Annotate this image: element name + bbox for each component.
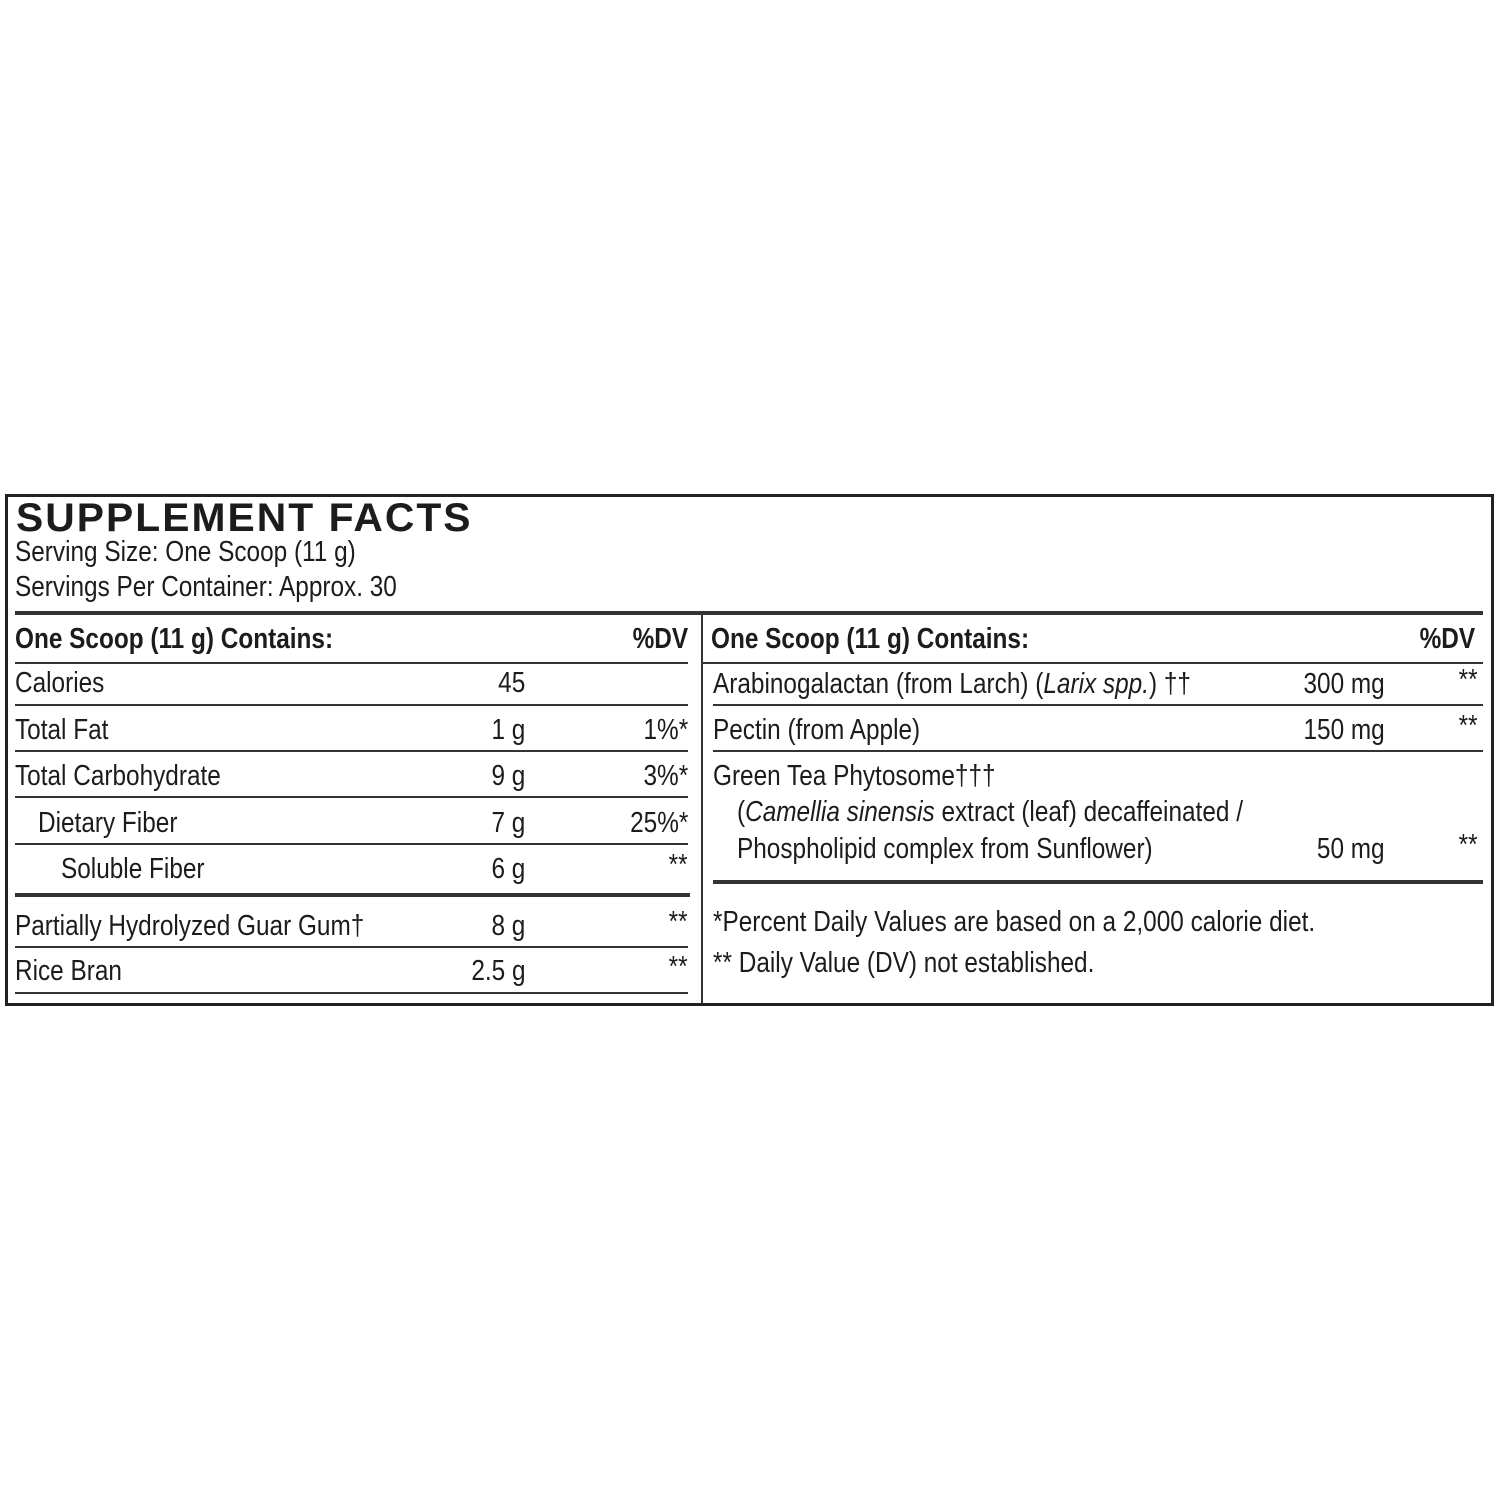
- nutrient-row-calories: Calories 45: [15, 666, 525, 699]
- row-divider: [713, 750, 1483, 752]
- right-header: One Scoop (11 g) Contains: %DV: [711, 622, 1475, 655]
- thick-row-divider: [713, 880, 1483, 884]
- nutrient-row-dietary-fiber: Dietary Fiber 7 g 25%*: [38, 806, 688, 839]
- row-divider: [15, 796, 688, 798]
- row-divider: [15, 662, 688, 664]
- column-divider: [701, 613, 703, 1003]
- left-header: One Scoop (11 g) Contains: %DV: [15, 622, 688, 655]
- servings-per-container: Servings Per Container: Approx. 30: [15, 571, 397, 603]
- row-divider: [713, 704, 1483, 706]
- nutrient-row-total-carbohydrate: Total Carbohydrate 9 g 3%*: [15, 759, 688, 792]
- footnote-percent-dv: *Percent Daily Values are based on a 2,0…: [713, 905, 1316, 938]
- ingredient-row-guar-gum: Partially Hydrolyzed Guar Gum† 8 g **: [15, 906, 688, 942]
- row-divider: [15, 992, 688, 994]
- serving-size: Serving Size: One Scoop (11 g): [15, 536, 356, 568]
- ingredient-row-green-tea-phytosome: Green Tea Phytosome††† (Camellia sinensi…: [713, 759, 1478, 865]
- panel-title: SUPPLEMENT FACTS: [16, 496, 473, 540]
- ingredient-row-pectin: Pectin (from Apple) 150 mg **: [713, 710, 1478, 746]
- supplement-facts-panel: [5, 494, 1494, 1006]
- ingredient-name: Arabinogalactan (from Larch) (Larix spp.…: [713, 667, 1191, 700]
- row-divider: [15, 843, 688, 845]
- ingredient-row-rice-bran: Rice Bran 2.5 g **: [15, 951, 688, 987]
- row-divider: [15, 704, 688, 706]
- row-divider: [15, 750, 688, 752]
- ingredient-description: (Camellia sinensis extract (leaf) decaff…: [737, 795, 1243, 828]
- nutrient-row-total-fat: Total Fat 1 g 1%*: [15, 713, 688, 746]
- thick-divider: [15, 611, 1483, 615]
- nutrient-row-soluble-fiber: Soluble Fiber 6 g **: [61, 849, 688, 885]
- footnote-dv-not-established: ** Daily Value (DV) not established.: [713, 946, 1095, 979]
- ingredient-row-arabinogalactan: Arabinogalactan (from Larch) (Larix spp.…: [713, 664, 1478, 700]
- row-divider: [703, 662, 1483, 664]
- row-divider: [15, 946, 688, 948]
- thick-row-divider: [15, 893, 690, 897]
